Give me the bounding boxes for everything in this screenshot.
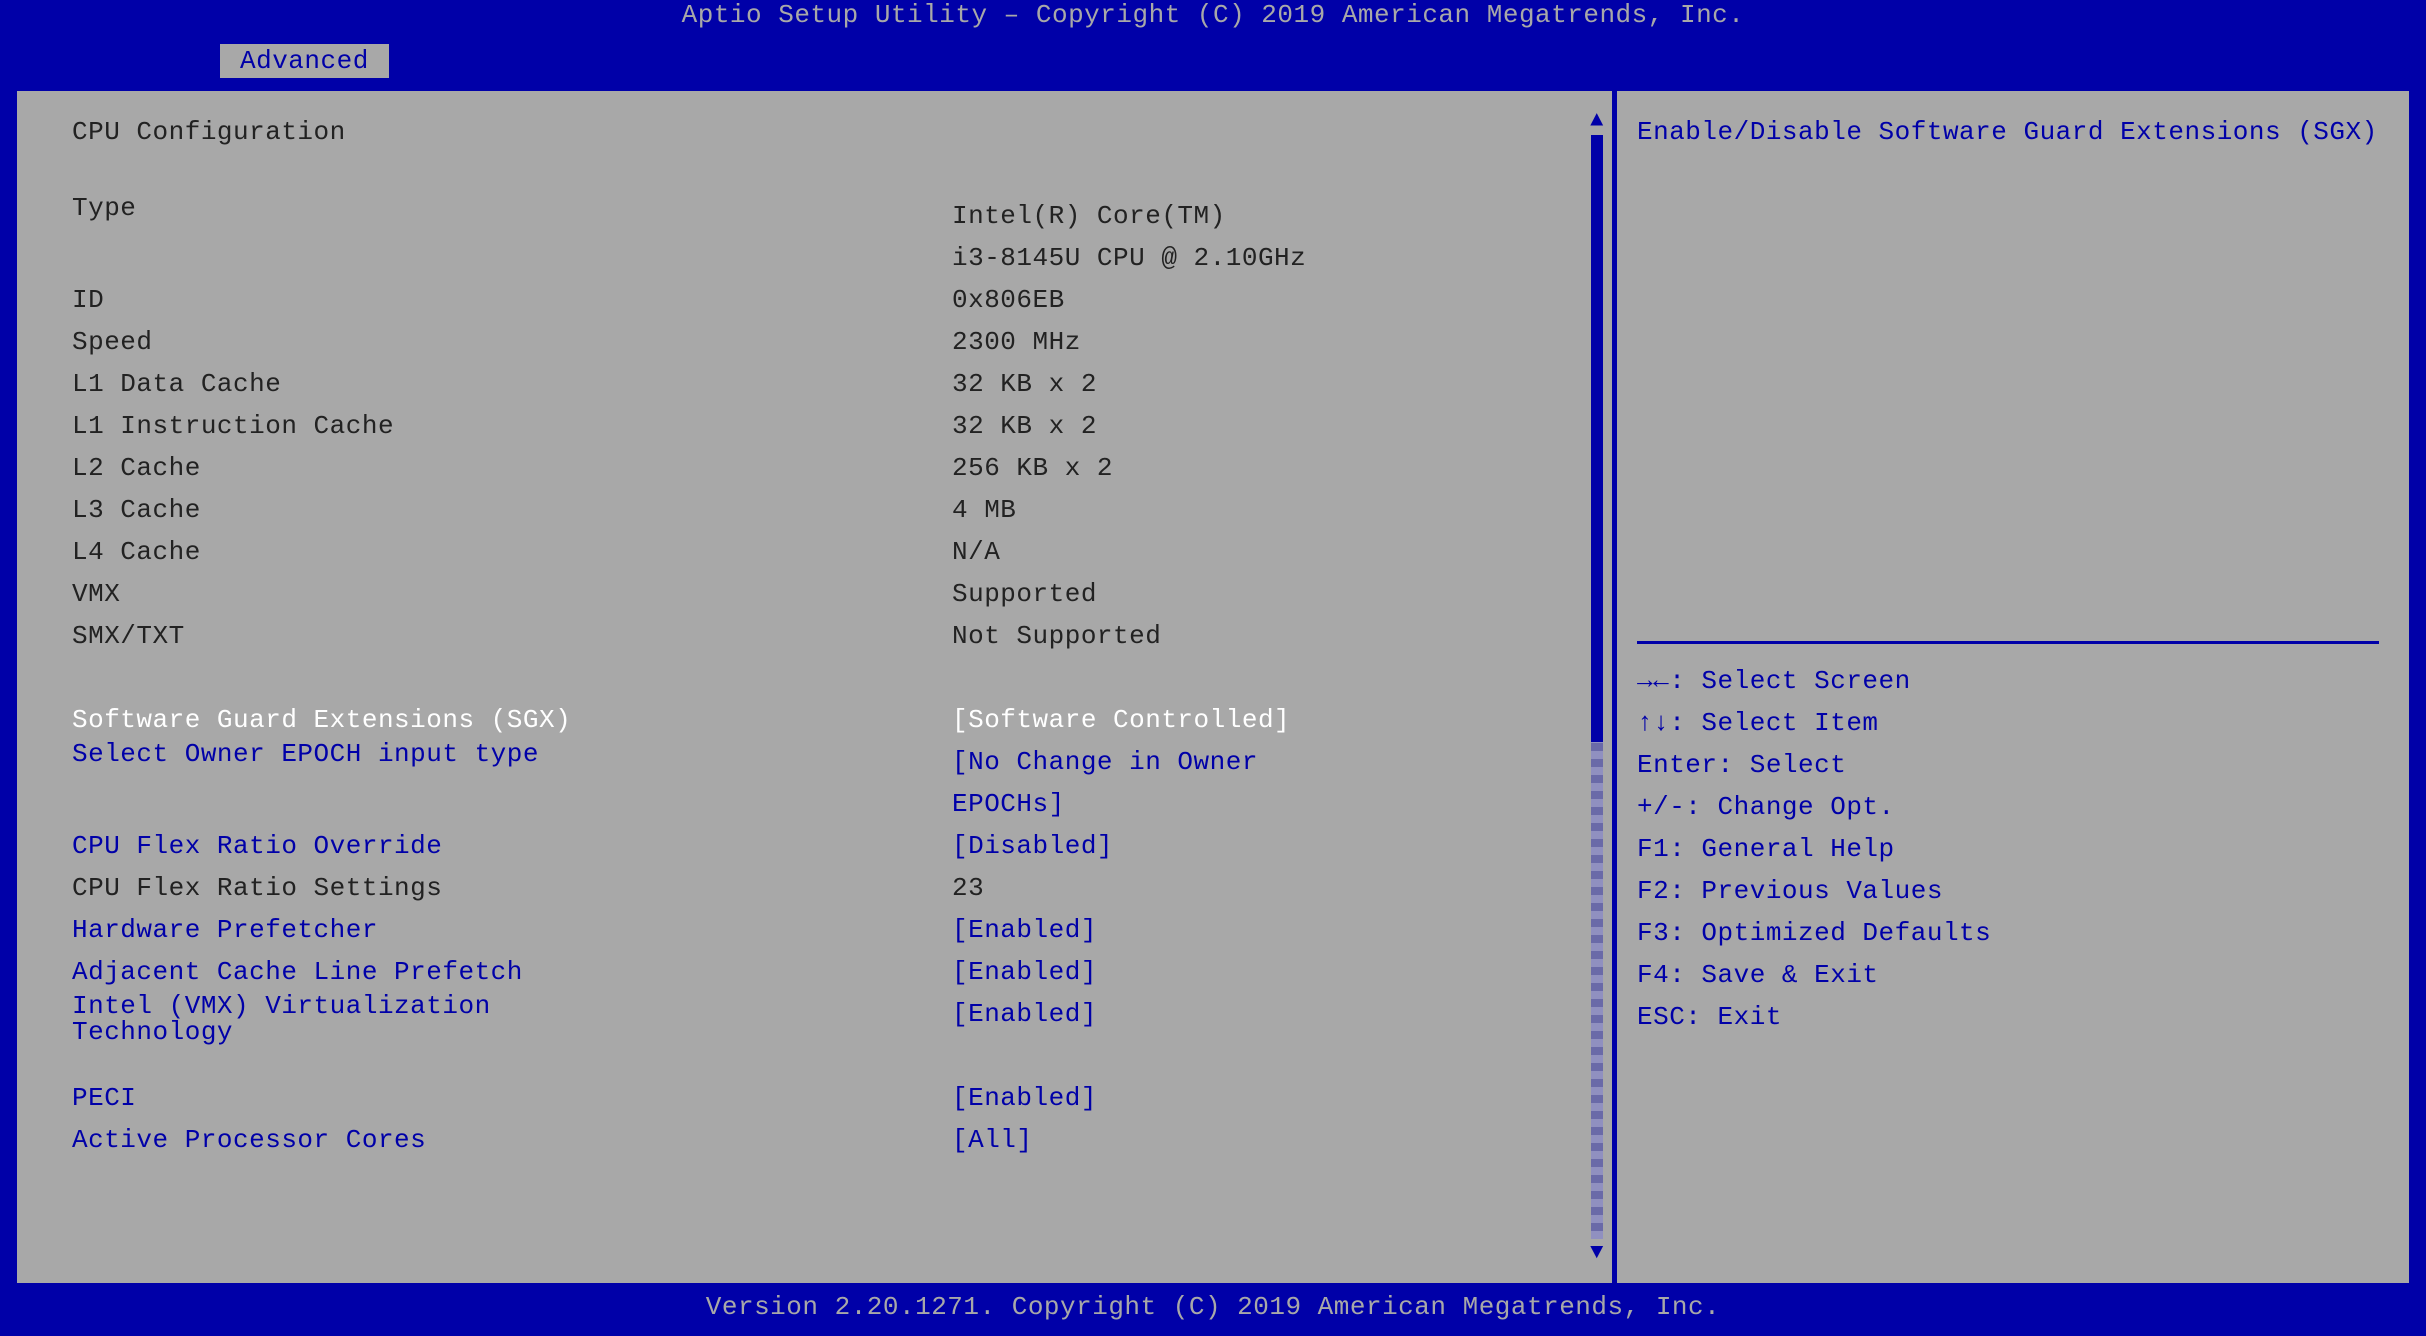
section-title-row: CPU Configuration <box>72 111 1612 153</box>
setting-value: [Enabled] <box>952 1085 1612 1111</box>
setting-label: Intel (VMX) Virtualization Technology <box>72 993 952 1045</box>
title-bar: Aptio Setup Utility – Copyright (C) 2019… <box>0 0 2426 42</box>
setting-label: Adjacent Cache Line Prefetch <box>72 959 952 985</box>
tab-strip: Advanced <box>0 42 2426 84</box>
info-value: Intel(R) Core(TM) i3-8145U CPU @ 2.10GHz <box>952 195 1612 279</box>
scrollbar-track[interactable] <box>1591 135 1603 1239</box>
info-row: SMX/TXTNot Supported <box>72 615 1612 657</box>
info-value: 256 KB x 2 <box>952 455 1612 481</box>
info-value: Supported <box>952 581 1612 607</box>
info-value: 0x806EB <box>952 287 1612 313</box>
key-hint: F1: General Help <box>1637 828 2379 870</box>
section-title: CPU Configuration <box>72 119 346 145</box>
info-value: 32 KB x 2 <box>952 371 1612 397</box>
setting-value: [All] <box>952 1127 1612 1153</box>
info-label: VMX <box>72 581 952 607</box>
setting-row[interactable]: Hardware Prefetcher[Enabled] <box>72 909 1612 951</box>
info-value: 2300 MHz <box>952 329 1612 355</box>
setting-value: [No Change in Owner EPOCHs] <box>952 741 1612 825</box>
scrollbar[interactable]: ▲ ▼ <box>1588 111 1606 1263</box>
info-row: ID0x806EB <box>72 279 1612 321</box>
info-row: L1 Instruction Cache32 KB x 2 <box>72 405 1612 447</box>
info-label: ID <box>72 287 952 313</box>
info-value: N/A <box>952 539 1612 565</box>
key-hints: →←: Select Screen↑↓: Select ItemEnter: S… <box>1637 660 2379 1038</box>
info-value: 4 MB <box>952 497 1612 523</box>
setting-row[interactable]: Active Processor Cores[All] <box>72 1119 1612 1161</box>
footer-bar: Version 2.20.1271. Copyright (C) 2019 Am… <box>0 1288 2426 1336</box>
info-row: VMXSupported <box>72 573 1612 615</box>
key-hint: F3: Optimized Defaults <box>1637 912 2379 954</box>
setting-row[interactable]: CPU Flex Ratio Override[Disabled] <box>72 825 1612 867</box>
key-hint: F2: Previous Values <box>1637 870 2379 912</box>
main-area: CPU Configuration TypeIntel(R) Core(TM) … <box>12 86 2414 1288</box>
setting-value: [Enabled] <box>952 993 1612 1035</box>
right-pane: Enable/Disable Software Guard Extensions… <box>1617 91 2409 1283</box>
scroll-up-icon[interactable]: ▲ <box>1590 111 1604 131</box>
key-hint: F4: Save & Exit <box>1637 954 2379 996</box>
setting-value: [Software Controlled] <box>952 707 1612 733</box>
info-row: L1 Data Cache32 KB x 2 <box>72 363 1612 405</box>
info-row: Speed2300 MHz <box>72 321 1612 363</box>
info-label: SMX/TXT <box>72 623 952 649</box>
info-value: Not Supported <box>952 623 1612 649</box>
setting-value: 23 <box>952 875 1612 901</box>
setting-label: CPU Flex Ratio Override <box>72 833 952 859</box>
info-label: L4 Cache <box>72 539 952 565</box>
setting-label: Software Guard Extensions (SGX) <box>72 707 952 733</box>
setting-row: CPU Flex Ratio Settings23 <box>72 867 1612 909</box>
blank-row <box>72 657 1612 699</box>
info-row: TypeIntel(R) Core(TM) i3-8145U CPU @ 2.1… <box>72 195 1612 279</box>
setting-label: Active Processor Cores <box>72 1127 952 1153</box>
scroll-down-icon[interactable]: ▼ <box>1590 1243 1604 1263</box>
key-hint: Enter: Select <box>1637 744 2379 786</box>
setting-value: [Enabled] <box>952 959 1612 985</box>
setting-row[interactable]: Select Owner EPOCH input type[No Change … <box>72 741 1612 825</box>
key-hint: ESC: Exit <box>1637 996 2379 1038</box>
info-value: 32 KB x 2 <box>952 413 1612 439</box>
setting-row[interactable]: Intel (VMX) Virtualization Technology[En… <box>72 993 1612 1077</box>
info-label: Speed <box>72 329 952 355</box>
scrollbar-thumb[interactable] <box>1591 135 1603 742</box>
setting-label: Select Owner EPOCH input type <box>72 741 952 767</box>
setting-value: [Disabled] <box>952 833 1612 859</box>
setting-label: CPU Flex Ratio Settings <box>72 875 952 901</box>
bios-screen: Aptio Setup Utility – Copyright (C) 2019… <box>0 0 2426 1336</box>
info-label: L1 Instruction Cache <box>72 413 952 439</box>
info-row: L3 Cache4 MB <box>72 489 1612 531</box>
setting-row[interactable]: PECI[Enabled] <box>72 1077 1612 1119</box>
setting-row[interactable]: Software Guard Extensions (SGX)[Software… <box>72 699 1612 741</box>
tab-advanced[interactable]: Advanced <box>218 42 391 78</box>
info-label: Type <box>72 195 952 221</box>
info-row: L4 CacheN/A <box>72 531 1612 573</box>
key-hint: →←: Select Screen <box>1637 660 2379 702</box>
blank-row <box>72 153 1612 195</box>
setting-row[interactable]: Adjacent Cache Line Prefetch[Enabled] <box>72 951 1612 993</box>
key-hint: +/-: Change Opt. <box>1637 786 2379 828</box>
info-label: L1 Data Cache <box>72 371 952 397</box>
key-hint: ↑↓: Select Item <box>1637 702 2379 744</box>
info-row: L2 Cache256 KB x 2 <box>72 447 1612 489</box>
info-label: L3 Cache <box>72 497 952 523</box>
help-text: Enable/Disable Software Guard Extensions… <box>1637 111 2379 631</box>
help-divider <box>1637 641 2379 644</box>
setting-label: Hardware Prefetcher <box>72 917 952 943</box>
info-label: L2 Cache <box>72 455 952 481</box>
setting-value: [Enabled] <box>952 917 1612 943</box>
setting-label: PECI <box>72 1085 952 1111</box>
left-pane: CPU Configuration TypeIntel(R) Core(TM) … <box>17 91 1617 1283</box>
